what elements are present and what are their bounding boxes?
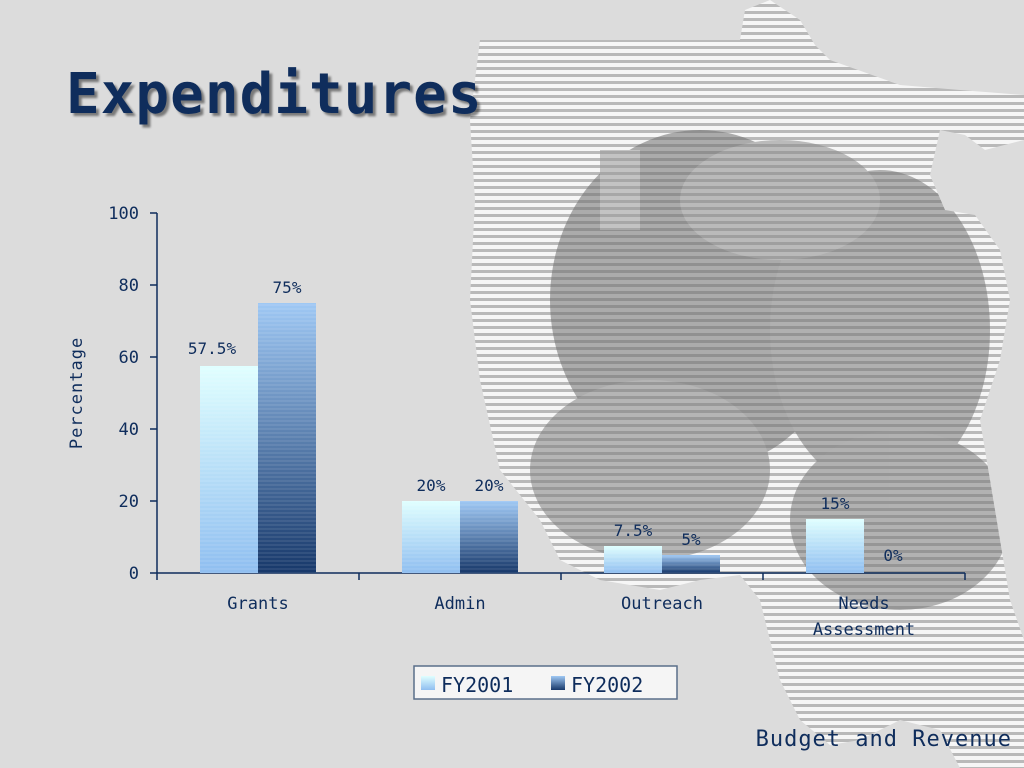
chart-legend: FY2001 FY2002	[413, 665, 678, 700]
faded-photo	[530, 130, 1010, 610]
legend-swatch-fy2002	[551, 676, 565, 690]
slide-title: Expenditures	[66, 62, 483, 127]
chart-axes: 0 20 40 60 80 100 Grants Admin Outreach Needs Asse…	[108, 204, 966, 640]
y-tick-label: 100	[108, 204, 139, 224]
y-tick-label: 0	[129, 564, 139, 584]
data-label: 15%	[821, 494, 850, 513]
legend-box	[413, 665, 678, 700]
chart-data-labels: 57.5% 75% 20% 20% 7.5% 5% 15% 0%	[188, 278, 903, 565]
y-tick-label: 20	[119, 492, 139, 512]
legend-label-fy2002: FY2002	[571, 673, 643, 697]
slide-footer: Budget and Revenue	[755, 727, 1012, 752]
x-category-label: Grants	[227, 594, 288, 614]
y-tick-label: 40	[119, 420, 139, 440]
bar-texture	[200, 366, 258, 573]
bar-texture	[604, 546, 662, 573]
data-label: 20%	[417, 476, 446, 495]
x-category-label: Admin	[434, 594, 485, 614]
bar-texture	[460, 501, 518, 573]
data-label: 7.5%	[614, 521, 653, 540]
bar-texture	[402, 501, 460, 573]
data-label: 0%	[883, 546, 903, 565]
x-category-label: Outreach	[621, 594, 703, 614]
data-label: 5%	[681, 530, 701, 549]
bar-texture	[806, 519, 864, 573]
bar-texture	[258, 303, 316, 573]
bar-texture	[662, 555, 720, 573]
x-category-label: Assessment	[813, 620, 915, 640]
chart-bars	[200, 303, 864, 573]
data-label: 57.5%	[188, 339, 237, 358]
x-category-label: Needs	[838, 594, 889, 614]
legend-swatch-fy2001	[421, 676, 435, 690]
data-label: 75%	[273, 278, 302, 297]
data-label: 20%	[475, 476, 504, 495]
y-tick-label: 60	[119, 348, 139, 368]
y-axis-label: Percentage	[67, 337, 87, 449]
y-tick-label: 80	[119, 276, 139, 296]
legend-label-fy2001: FY2001	[441, 673, 513, 697]
